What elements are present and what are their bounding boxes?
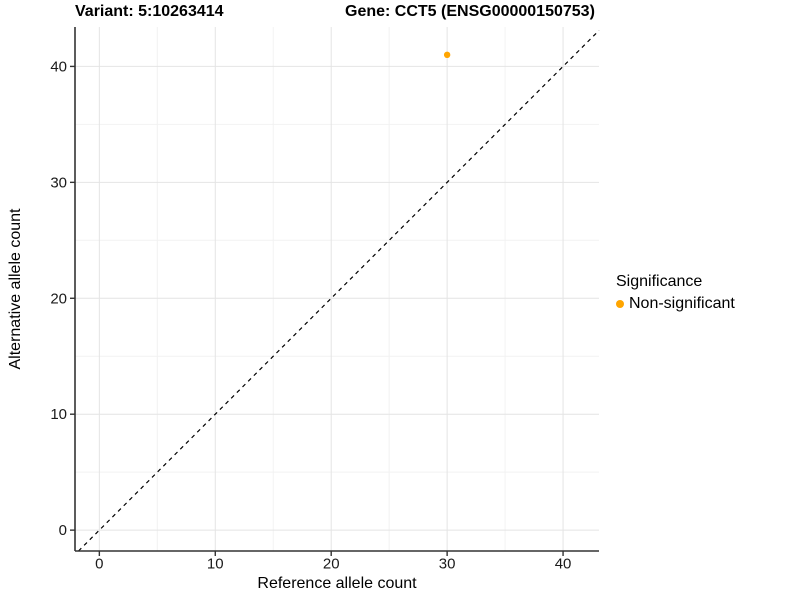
plot-title-variant: Variant: 5:10263414 bbox=[75, 3, 224, 20]
y-tick-label: 0 bbox=[59, 522, 67, 539]
x-tick-label: 10 bbox=[207, 555, 224, 572]
y-tick-label: 10 bbox=[50, 406, 67, 423]
y-tick-label: 40 bbox=[50, 58, 67, 75]
identity-line bbox=[78, 30, 600, 552]
x-tick-label: 30 bbox=[439, 555, 456, 572]
legend-entry-label: Non-significant bbox=[629, 295, 735, 312]
y-tick-label: 20 bbox=[50, 290, 67, 307]
y-axis-title: Alternative allele count bbox=[7, 208, 24, 370]
legend-title: Significance bbox=[616, 273, 703, 290]
x-tick-label: 0 bbox=[95, 555, 103, 572]
legend-entry-non-significant: Non-significant bbox=[616, 294, 735, 314]
x-tick-label: 20 bbox=[323, 555, 340, 572]
plot-title-gene: Gene: CCT5 (ENSG00000150753) bbox=[345, 3, 595, 20]
data-point bbox=[443, 51, 451, 59]
y-tick-label: 30 bbox=[50, 174, 67, 191]
legend-point-icon bbox=[616, 300, 624, 308]
legend: Significance Non-significant bbox=[616, 272, 735, 314]
x-tick-label: 40 bbox=[555, 555, 572, 572]
x-axis-title: Reference allele count bbox=[257, 575, 417, 592]
